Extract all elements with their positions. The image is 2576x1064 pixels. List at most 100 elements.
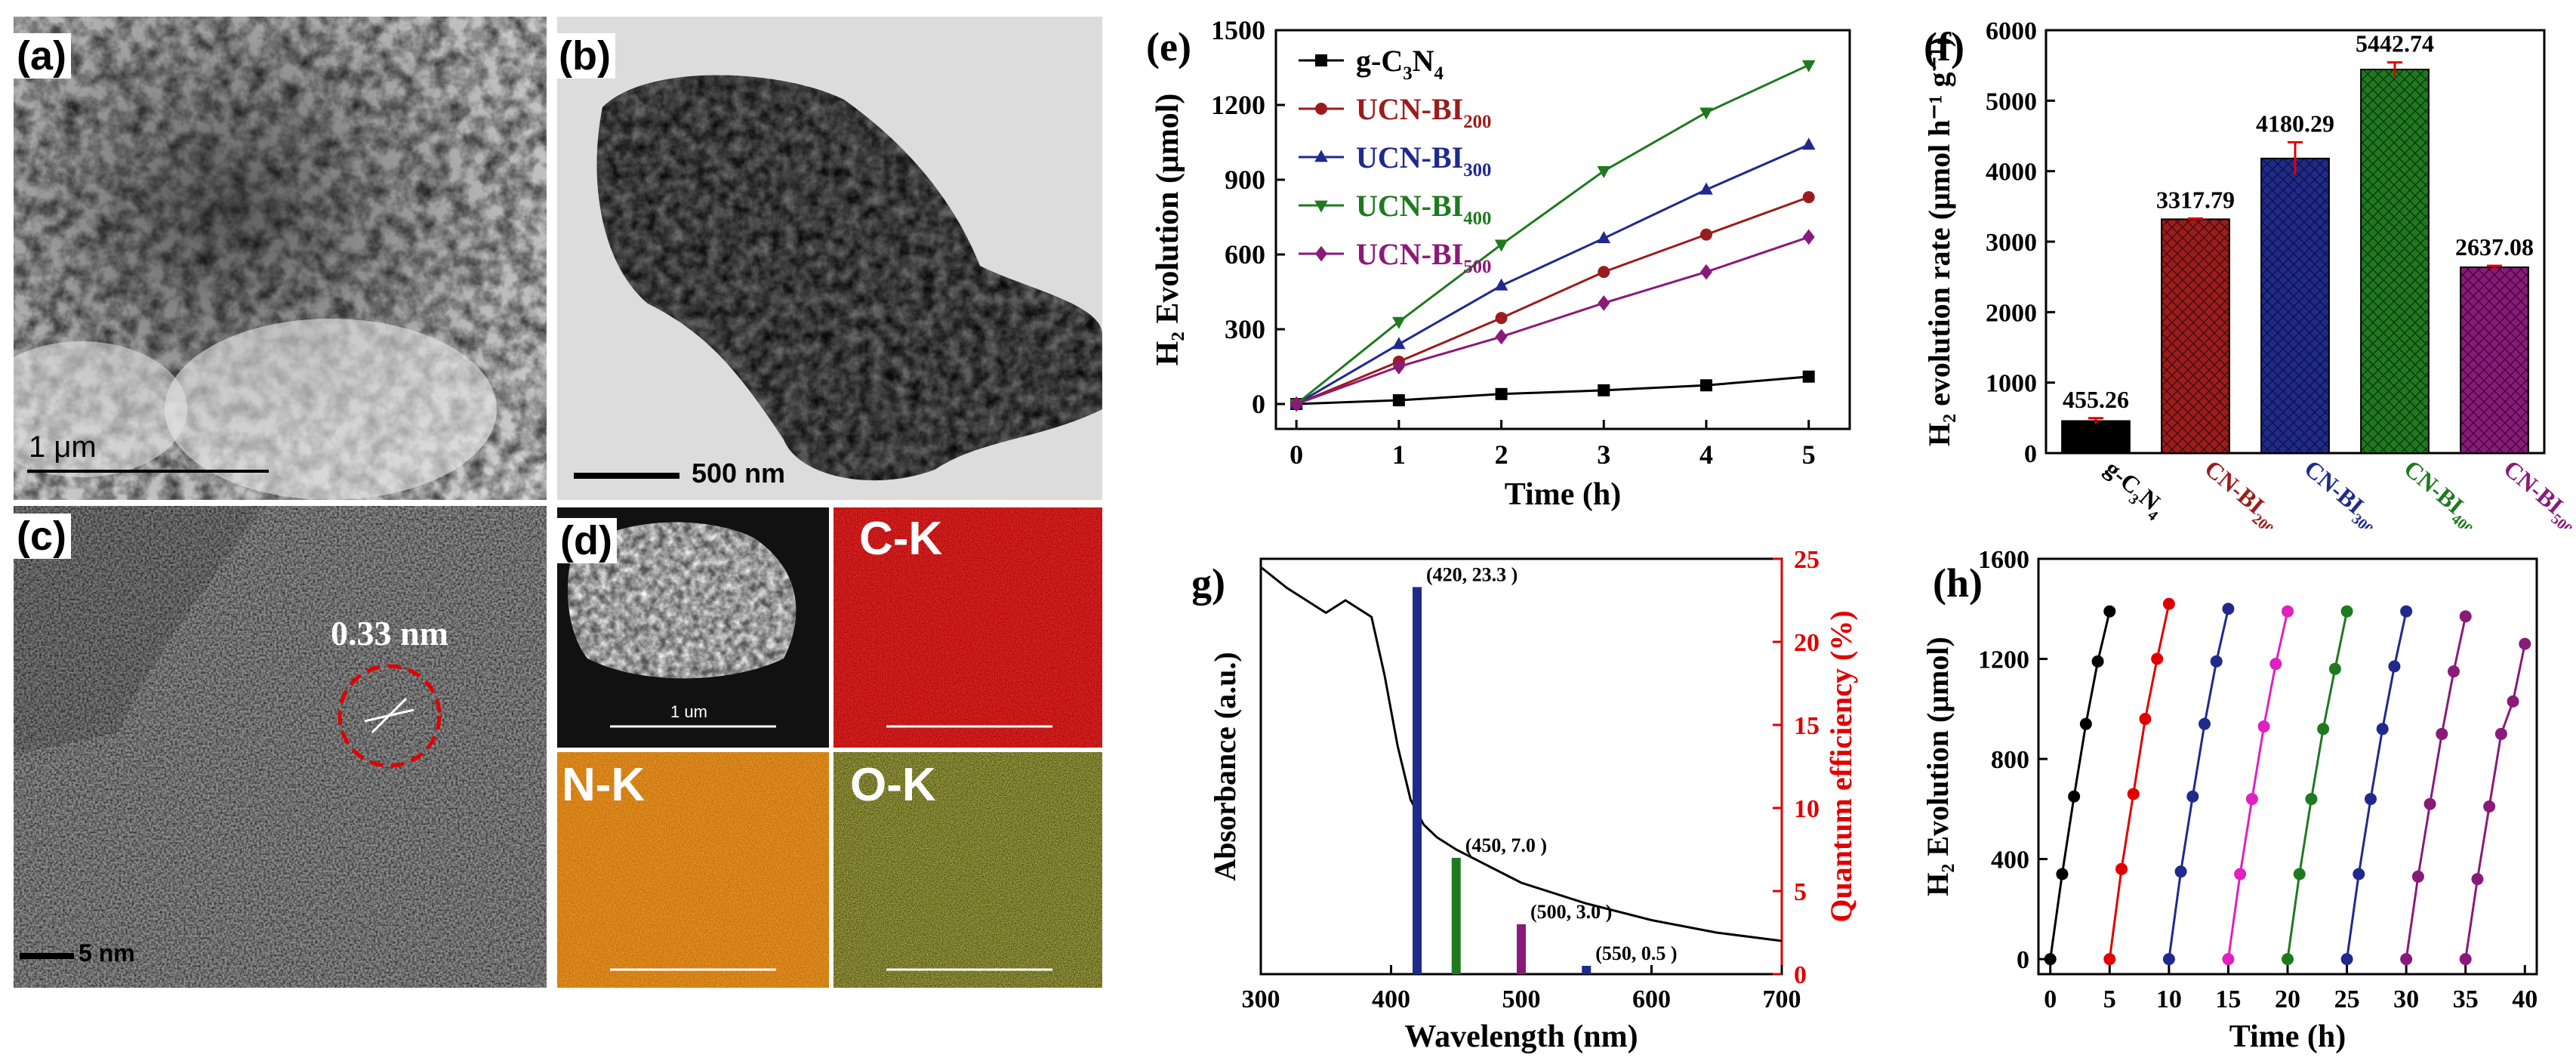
panel-d-map-o: O-K <box>834 752 1102 988</box>
chart-h-xtick-label: 20 <box>2275 985 2300 1013</box>
chart-h-point-2-1 <box>2174 865 2187 878</box>
chart-h-point-4-1 <box>2293 868 2306 880</box>
chart-e-point-0-5 <box>1802 370 1815 383</box>
chart-e-legend-label-0: g-C3N4 <box>1356 44 1444 84</box>
chart-g-ytick-label: 10 <box>1794 795 1820 823</box>
chart-e-point-0-1 <box>1392 394 1405 407</box>
chart-h-point-7-4 <box>2507 695 2519 708</box>
scale-label-c: 5 nm <box>79 939 135 967</box>
chart-f-category-label-2: CN-BI300 <box>2296 455 2386 529</box>
chart-e-line-1 <box>1296 196 1810 406</box>
chart-e-line-0 <box>1296 375 1809 406</box>
chart-h-point-1-2 <box>2127 788 2140 800</box>
chart-g-ytick-label: 20 <box>1794 629 1820 657</box>
chart-g-xtick-label: 300 <box>1242 985 1280 1013</box>
chart-h-ylabel: H₂ Evolution (μmol) <box>1921 637 1955 896</box>
chart-e-point-3-3 <box>1597 166 1611 179</box>
chart-f-value-label-0: 455.26 <box>2063 386 2129 413</box>
chart-e-point-1-5 <box>1802 191 1815 204</box>
chart-h-point-1-1 <box>2115 862 2128 875</box>
panel-d-map-c: C-K <box>834 507 1102 748</box>
chart-h-point-6-4 <box>2448 665 2460 678</box>
chart-h-point-7-5 <box>2519 637 2531 650</box>
chart-h-cycle-line-4 <box>2286 611 2349 960</box>
chart-h-point-2-2 <box>2186 790 2199 803</box>
chart-h-point-1-4 <box>2151 652 2164 665</box>
panel-label-g: (g) <box>1193 560 1225 606</box>
chart-g-bar-0 <box>1413 587 1422 974</box>
chart-g-bar-label-3: (550, 0.5 ) <box>1595 942 1677 964</box>
chart-h-point-4-3 <box>2317 723 2330 736</box>
panel-c-texture <box>14 506 547 988</box>
chart-h-point-0-5 <box>2103 605 2116 618</box>
chart-e-point-2-2 <box>1494 278 1508 291</box>
chart-h-point-2-0 <box>2162 953 2175 966</box>
chart-f-ytick-label: 5000 <box>1986 88 2037 116</box>
panel-label-f: (f) <box>1924 24 1964 69</box>
chart-h-xlabel: Time (h) <box>2229 1019 2346 1054</box>
chart-h-xtick-label: 15 <box>2215 985 2241 1013</box>
chart-f-category-label-0: g-C3N4 <box>2097 455 2171 525</box>
chart-f-ytick-label: 1000 <box>1986 370 2037 398</box>
chart-h-cycle-line-0 <box>2049 611 2111 960</box>
panel-a-texture <box>14 17 547 500</box>
chart-g-bar-2 <box>1517 924 1526 974</box>
chart-e-legend-marker-3 <box>1314 200 1328 213</box>
chart-e-frame <box>1274 29 1851 430</box>
chart-h-ytick-label: 1600 <box>1978 546 2029 574</box>
chart-h-xtick-label: 25 <box>2334 985 2360 1013</box>
chart-e-point-4-3 <box>1598 295 1610 311</box>
chart-e-legend-marker-4 <box>1315 245 1327 262</box>
chart-e-legend-marker-0 <box>1315 54 1327 66</box>
scale-bar-c <box>20 953 74 959</box>
chart-h-cycle-line-2 <box>2168 608 2229 960</box>
chart-f-category-label-3: CN-BI400 <box>2396 455 2486 529</box>
chart-h-point-6-0 <box>2400 953 2413 966</box>
chart-f-value-label-1: 3317.79 <box>2156 186 2235 213</box>
chart-h-point-2-3 <box>2199 717 2211 730</box>
chart-e-xtick-label: 3 <box>1597 439 1610 470</box>
chart-e-point-2-3 <box>1597 230 1611 243</box>
chart-e-h2-evolution: 0 1 2 3 4 5 0 300 600 900 1200 1500 Time (h) H₂ Evolu… <box>1146 15 1851 512</box>
scale-label-b: 500 nm <box>692 458 786 489</box>
chart-e-ytick-label: 1200 <box>1211 90 1265 120</box>
panel-b-tem-image: 500 nm <box>557 17 1102 500</box>
chart-e-line-2 <box>1296 143 1810 406</box>
scale-label-d: 1 um <box>670 702 707 721</box>
chart-h-point-1-5 <box>2162 597 2175 610</box>
chart-e-ytick-label: 900 <box>1225 165 1265 195</box>
chart-e-point-4-2 <box>1495 328 1508 345</box>
chart-h-point-6-1 <box>2411 870 2424 883</box>
chart-h-xtick-label: 30 <box>2393 985 2419 1013</box>
chart-e-ylabel: H₂ Evolution (μmol) <box>1151 94 1185 366</box>
panel-label-a: (a) <box>12 33 71 79</box>
chart-g-ytick-label: 5 <box>1794 878 1807 906</box>
chart-f-ytick-label: 3000 <box>1986 229 2037 257</box>
chart-h-point-6-2 <box>2423 797 2436 810</box>
chart-h-xtick-label: 35 <box>2453 985 2479 1013</box>
chart-h-point-6-3 <box>2436 727 2448 740</box>
chart-e-xtick-label: 2 <box>1495 439 1508 470</box>
chart-h-point-1-3 <box>2139 713 2152 726</box>
scale-label-a: 1 μm <box>29 430 97 464</box>
chart-f-bar-2 <box>2260 157 2330 454</box>
chart-e-xtick-label: 0 <box>1290 439 1303 470</box>
chart-g-absorbance-curve <box>1260 566 1783 942</box>
chart-h-point-7-0 <box>2459 953 2472 966</box>
chart-f-ytick-label: 0 <box>2024 440 2037 468</box>
chart-g-ytick-label: 25 <box>1794 546 1820 574</box>
chart-e-line-3 <box>1296 63 1810 406</box>
chart-e-point-0-4 <box>1700 379 1712 392</box>
chart-f-value-label-3: 5442.74 <box>2356 30 2434 57</box>
chart-h-point-5-3 <box>2376 723 2389 736</box>
chart-g-bar-label-2: (500, 3.0 ) <box>1530 901 1612 923</box>
chart-e-ytick-label: 600 <box>1225 239 1265 270</box>
chart-f-h2-rate-bars: 0 1000 2000 3000 4000 5000 6000 455.26 g-C3N4 331… <box>1922 17 2575 529</box>
chart-h-point-4-0 <box>2282 953 2294 966</box>
chart-f-bar-3 <box>2360 69 2430 455</box>
chart-h-ytick-label: 0 <box>2017 946 2029 974</box>
chart-g-xtick-label: 600 <box>1632 985 1671 1013</box>
chart-g-bar-label-0: (420, 23.3 ) <box>1426 563 1518 585</box>
chart-h-point-3-0 <box>2222 953 2235 966</box>
